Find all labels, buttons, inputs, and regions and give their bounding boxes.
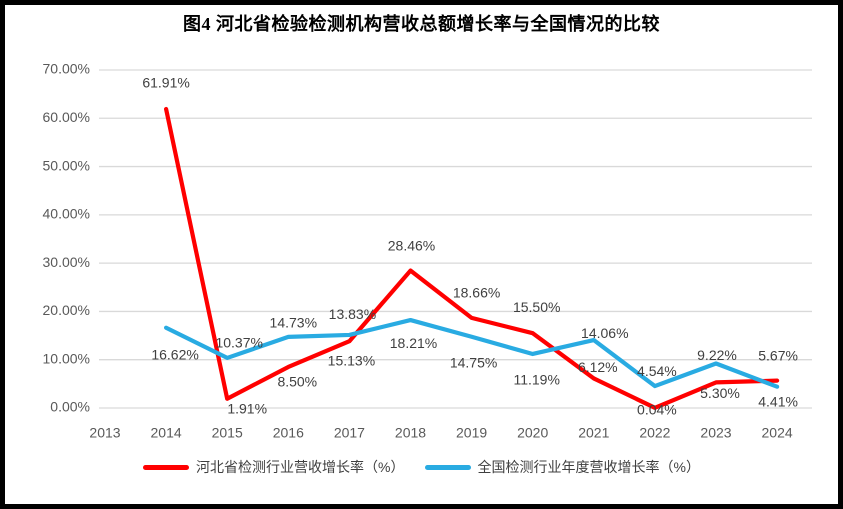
chart-title: 图4 河北省检验检测机构营收总额增长率与全国情况的比较 — [183, 14, 660, 34]
x-tick-label: 2017 — [334, 425, 365, 441]
data-label: 9.22% — [697, 347, 737, 363]
data-label: 15.13% — [328, 353, 375, 369]
data-label: 11.19% — [513, 372, 559, 388]
x-tick-label: 2020 — [517, 425, 548, 441]
data-label: 4.41% — [758, 393, 798, 409]
data-label: 14.75% — [450, 354, 497, 370]
legend-item-hebei: 河北省检测行业营收增长率（%） — [143, 457, 405, 477]
data-label: 5.30% — [700, 385, 740, 401]
x-tick-label: 2015 — [212, 425, 243, 441]
legend-label-hebei: 河北省检测行业营收增长率（%） — [196, 459, 405, 475]
x-tick-label: 2019 — [456, 425, 487, 441]
legend-blue-line-swatch — [424, 464, 471, 470]
data-label: 14.06% — [581, 325, 628, 341]
x-tick-label: 2014 — [151, 425, 182, 441]
series-line-hebei — [164, 106, 780, 410]
data-label: 4.54% — [637, 363, 677, 379]
y-tick-label: 0.00% — [50, 399, 90, 415]
x-tick-label: 2024 — [762, 425, 793, 441]
data-label: 1.91% — [227, 400, 267, 416]
data-label: 5.67% — [758, 347, 798, 363]
y-tick-label: 40.00% — [43, 206, 90, 222]
data-label: 10.37% — [215, 335, 262, 351]
data-label: 61.91% — [142, 75, 189, 91]
legend: 河北省检测行业营收增长率（%） 全国检测行业年度营收增长率（%） — [0, 457, 843, 477]
legend-item-national: 全国检测行业年度营收增长率（%） — [424, 457, 700, 477]
y-tick-label: 50.00% — [43, 157, 90, 173]
x-tick-label: 2022 — [639, 425, 670, 441]
series-line-national — [164, 317, 780, 389]
legend-red-line-swatch — [143, 464, 190, 470]
legend-label-national: 全国检测行业年度营收增长率（%） — [477, 459, 700, 475]
x-tick-label: 2018 — [395, 425, 426, 441]
line-chart-plot-area: 0.00% 10.00% 20.00% 30.00% 40.00% 50.00% 60.00… — [43, 61, 812, 441]
data-label: 0.04% — [637, 402, 677, 418]
data-label: 6.12% — [578, 359, 618, 375]
data-label: 18.21% — [390, 335, 437, 351]
data-label: 14.73% — [270, 315, 317, 331]
x-tick-label: 2023 — [700, 425, 731, 441]
y-tick-label: 60.00% — [43, 109, 90, 125]
x-tick-label: 2016 — [273, 425, 304, 441]
data-label: 8.50% — [277, 374, 317, 390]
x-tick-label: 2021 — [578, 425, 609, 441]
y-tick-label: 70.00% — [43, 61, 90, 77]
x-tick-label: 2013 — [89, 425, 120, 441]
y-tick-label: 20.00% — [43, 302, 90, 318]
data-label: 18.66% — [453, 285, 500, 301]
y-tick-label: 30.00% — [43, 254, 90, 270]
y-tick-label: 10.00% — [43, 350, 90, 366]
data-label: 16.62% — [151, 346, 198, 362]
data-label: 28.46% — [388, 237, 435, 253]
data-label: 13.83% — [329, 306, 376, 322]
data-label: 15.50% — [513, 299, 560, 315]
